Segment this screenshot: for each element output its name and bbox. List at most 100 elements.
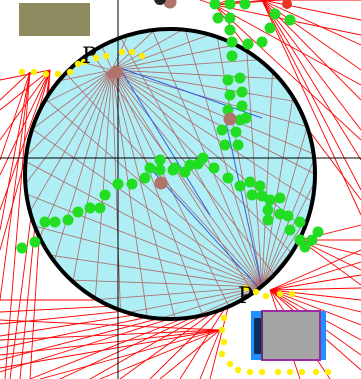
outer-ray-50 [0, 319, 221, 331]
inner-ray-17 [25, 69, 113, 157]
green-dot-5 [224, 24, 236, 36]
point-label-bottom: P [238, 284, 253, 309]
outer-ray-24 [0, 69, 51, 141]
green-dot-6 [264, 22, 276, 34]
green-dot-57 [312, 226, 324, 238]
inner-ray-4 [111, 69, 275, 275]
outer-ray-51 [0, 329, 221, 341]
green-dot-15 [236, 86, 248, 98]
green-dot-11 [242, 38, 254, 50]
green-dot-29 [139, 172, 151, 184]
outer-ray-32 [0, 71, 31, 161]
yellow-dot-23 [246, 368, 254, 376]
inner-ray-1 [111, 69, 313, 203]
yellow-dot-10 [128, 48, 136, 56]
inner-ray-16 [25, 69, 113, 185]
green-dot-32 [99, 189, 111, 201]
inner-ray-39 [192, 286, 263, 318]
blue-rays [119, 67, 263, 288]
green-dot-30 [126, 178, 138, 190]
yellow-dot-21 [226, 360, 234, 368]
inner-ray-10 [111, 69, 121, 311]
circle-outline [23, 27, 317, 321]
brown-dot-3 [163, 0, 177, 9]
outer-ray-55 [99, 329, 221, 379]
outer-ray-64 [269, 289, 361, 326]
brown-dot-2 [109, 65, 123, 79]
car [251, 310, 326, 361]
blue-ray-2 [149, 167, 259, 288]
green-dot-42 [222, 172, 234, 184]
outer-ray-60 [269, 274, 361, 291]
inner-ray-26 [111, 34, 211, 71]
green-dot-31 [112, 178, 124, 190]
green-dot-41 [208, 162, 220, 174]
top-dark-dot [154, 0, 166, 5]
green-dot-37 [49, 216, 61, 228]
inner-ray-49 [45, 99, 263, 288]
outer-ray-34 [0, 71, 31, 301]
green-dot-28 [154, 164, 166, 176]
outer-ray-31 [0, 71, 31, 101]
inner-ray-46 [26, 193, 263, 288]
outer-ray-53 [0, 329, 221, 369]
inner-ray-47 [25, 161, 263, 288]
green-dot-35 [72, 206, 84, 218]
yellow-dot-13 [252, 288, 260, 296]
green-dot-63 [154, 154, 166, 166]
inner-ray-57 [261, 71, 273, 288]
inner-ray-0 [111, 69, 316, 175]
green-dot-43 [234, 180, 246, 192]
outer-ray-63 [269, 289, 361, 313]
yellow-dot-4 [66, 68, 74, 76]
green-dot-49 [274, 192, 286, 204]
green-dot-64 [144, 162, 156, 174]
green-dot-44 [244, 176, 256, 188]
green-dot-59 [262, 214, 274, 226]
yellow-dot-25 [274, 368, 282, 376]
inner-ray-19 [43, 69, 113, 105]
green-dot-21 [230, 126, 242, 138]
inner-ray-60 [261, 158, 315, 288]
yellow-dot-18 [218, 326, 226, 334]
yellow-dot-16 [288, 290, 296, 298]
inner-ray-59 [261, 126, 308, 288]
outer-ray-54 [39, 329, 221, 379]
top-decor [154, 0, 292, 9]
inner-ray-6 [111, 69, 230, 307]
green-dot-58 [299, 241, 311, 253]
inner-ray-7 [111, 69, 203, 316]
inner-ray-40 [159, 286, 263, 320]
outer-ray-49 [209, 299, 231, 379]
outer-ray-5 [261, 0, 361, 21]
green-dots [16, 0, 324, 254]
inner-ray-43 [71, 279, 263, 288]
yellow-dot-27 [298, 368, 306, 376]
outer-ray-22 [0, 69, 51, 81]
green-dot-33 [94, 202, 106, 214]
inner-ray-30 [111, 69, 296, 102]
inner-ray-32 [111, 69, 314, 155]
inner-ray-58 [261, 97, 294, 288]
green-dot-24 [219, 139, 231, 151]
inner-ray-18 [31, 69, 113, 130]
point-label-top: P [82, 44, 97, 69]
green-dot-34 [84, 202, 96, 214]
green-dot-50 [262, 204, 274, 216]
green-dot-4 [212, 12, 224, 24]
car-window [254, 318, 261, 354]
outer-ray-23 [0, 69, 51, 111]
car-body [261, 310, 321, 361]
outer-ray-10 [261, 0, 361, 161]
green-dot-16 [224, 89, 236, 101]
inner-ray-56 [246, 51, 263, 288]
inner-ray-48 [31, 128, 263, 288]
top-red-dot [282, 0, 292, 9]
green-dot-39 [29, 236, 41, 248]
inner-ray-42 [97, 286, 263, 300]
outer-ray-20 [214, 4, 361, 141]
green-dot-17 [236, 100, 248, 112]
yellow-dot-26 [286, 368, 294, 376]
inner-ray-8 [111, 69, 176, 320]
